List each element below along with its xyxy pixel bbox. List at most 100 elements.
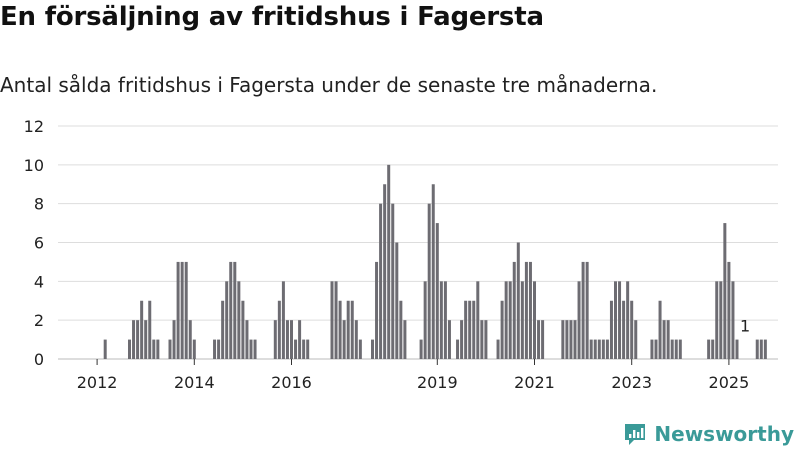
bar	[524, 261, 528, 359]
bar	[188, 320, 192, 359]
bar	[132, 320, 136, 359]
bar	[472, 300, 476, 359]
newsworthy-brand: Newsworthy	[622, 419, 794, 449]
bar	[464, 300, 468, 359]
bar	[537, 320, 541, 359]
bar	[302, 339, 306, 359]
bar	[176, 261, 180, 359]
bar	[253, 339, 257, 359]
y-tick-label: 0	[34, 350, 44, 369]
bar	[358, 339, 362, 359]
bar	[387, 164, 391, 359]
bar	[136, 320, 140, 359]
bar	[391, 203, 395, 359]
bar	[152, 339, 156, 359]
bar	[148, 300, 152, 359]
x-tick-label: 2012	[77, 373, 118, 392]
bar	[192, 339, 196, 359]
bar	[213, 339, 217, 359]
x-tick-label: 2025	[709, 373, 750, 392]
bar	[395, 242, 399, 359]
bar	[678, 339, 682, 359]
bar	[626, 281, 630, 359]
bar	[618, 281, 622, 359]
bar	[755, 339, 759, 359]
bar	[281, 281, 285, 359]
chart-title: En försäljning av fritidshus i Fagersta	[0, 2, 544, 32]
bar-layer	[103, 164, 767, 359]
bar	[342, 320, 346, 359]
bar	[508, 281, 512, 359]
bar	[533, 281, 536, 359]
bar	[233, 261, 237, 359]
bar	[294, 339, 298, 359]
bar	[561, 320, 565, 359]
bar	[403, 320, 407, 359]
bar	[484, 320, 488, 359]
bar	[759, 339, 763, 359]
bar	[614, 281, 617, 359]
bar	[516, 242, 520, 359]
bar	[221, 300, 225, 359]
x-tick-label: 2019	[417, 373, 458, 392]
bar	[298, 320, 302, 359]
newsworthy-logo-icon	[625, 424, 646, 445]
bar	[103, 339, 107, 359]
bar	[375, 261, 379, 359]
bar	[346, 300, 350, 359]
bar	[674, 339, 678, 359]
y-tick-label: 4	[34, 272, 44, 291]
bar	[350, 300, 354, 359]
bar	[354, 320, 358, 359]
bar	[622, 300, 626, 359]
bar	[630, 300, 634, 359]
y-tick-label: 6	[34, 234, 44, 253]
bar	[460, 320, 464, 359]
bar	[237, 281, 241, 359]
label-layer: 0 2 4 6 8 10 12 2012 2014 2016 2019 2021 2023 2025 1	[24, 117, 751, 392]
bar	[338, 300, 342, 359]
bar	[601, 339, 605, 359]
bar	[427, 203, 431, 359]
bar	[128, 339, 131, 359]
bar	[650, 339, 654, 359]
bar	[468, 300, 472, 359]
y-tick-label: 8	[34, 195, 44, 214]
bar	[447, 320, 451, 359]
highlight-data-label: 1	[740, 317, 750, 336]
bar	[217, 339, 221, 359]
bar	[569, 320, 573, 359]
bar	[383, 184, 387, 359]
bar	[719, 281, 723, 359]
y-tick-label: 10	[24, 156, 44, 175]
bar	[723, 223, 727, 359]
bar	[654, 339, 658, 359]
bar	[168, 339, 172, 359]
bar	[577, 281, 581, 359]
bar	[443, 281, 447, 359]
bar	[456, 339, 460, 359]
bar	[658, 300, 662, 359]
bar	[528, 261, 532, 359]
bar	[727, 261, 731, 359]
bar	[140, 300, 144, 359]
bar	[662, 320, 666, 359]
bar	[156, 339, 160, 359]
bar	[144, 320, 148, 359]
bar	[670, 339, 674, 359]
bar	[541, 320, 545, 359]
bar	[245, 320, 249, 359]
bar	[285, 320, 289, 359]
bar-chart: 0 2 4 6 8 10 12 2012 2014 2016 2019 2021 2023 2025 1	[24, 117, 778, 392]
bar	[431, 184, 435, 359]
x-tick-label: 2016	[271, 373, 312, 392]
bar	[520, 281, 524, 359]
bar	[379, 203, 383, 359]
bar	[273, 320, 277, 359]
bar	[229, 261, 233, 359]
bar	[330, 281, 334, 359]
bar	[715, 281, 719, 359]
bar	[306, 339, 310, 359]
bar	[565, 320, 569, 359]
y-tick-label: 2	[34, 311, 44, 330]
